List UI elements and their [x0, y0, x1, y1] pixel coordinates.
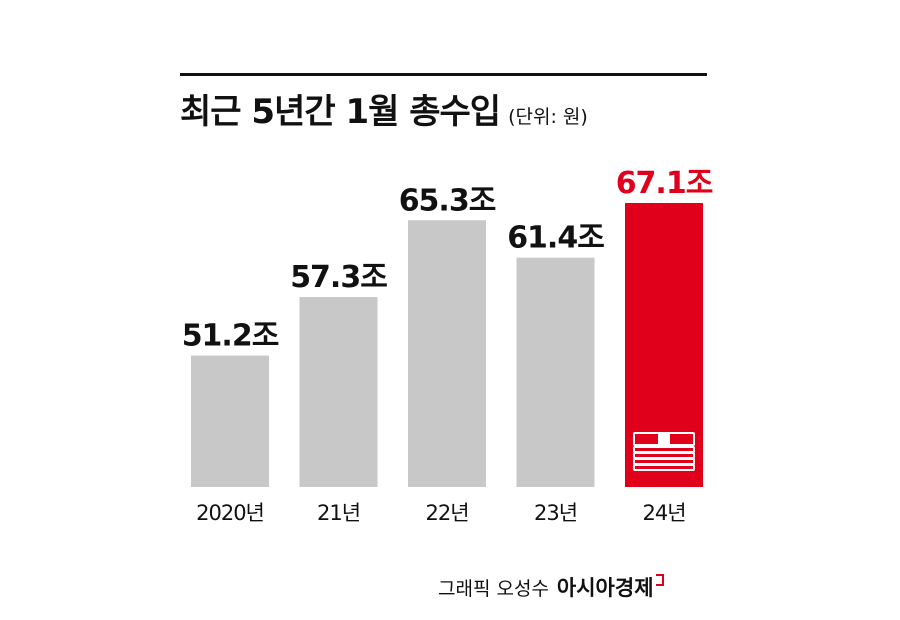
bar-1	[191, 355, 269, 487]
category-label-5: 24년	[642, 501, 685, 525]
category-label-3: 22년	[425, 501, 468, 525]
unit-label: (단위: 원)	[508, 106, 588, 128]
category-label-2: 21년	[317, 501, 360, 525]
category-label-1: 2020년	[196, 501, 264, 525]
graphic-credit: 그래픽 오성수	[438, 578, 549, 600]
value-label-4: 61.4조	[507, 221, 604, 256]
category-label-4: 23년	[534, 501, 577, 525]
brand-mark-icon	[655, 574, 664, 586]
value-label-3: 65.3조	[399, 183, 496, 218]
title-row: 최근 5년간 1월 총수입 (단위: 원)	[180, 84, 588, 133]
title-top-rule	[180, 73, 707, 76]
money-stack-icon	[633, 432, 695, 471]
chart-title: 최근 5년간 1월 총수입	[180, 92, 501, 132]
credit-line: 그래픽 오성수 아시아경제	[438, 572, 664, 602]
value-label-1: 51.2조	[182, 319, 279, 354]
value-label-5: 67.1조	[616, 166, 713, 201]
bar-4	[516, 257, 595, 487]
value-label-2: 57.3조	[290, 260, 387, 295]
bar-2	[299, 297, 378, 487]
brand-name: 아시아경제	[556, 576, 654, 600]
bar-3	[408, 220, 486, 487]
